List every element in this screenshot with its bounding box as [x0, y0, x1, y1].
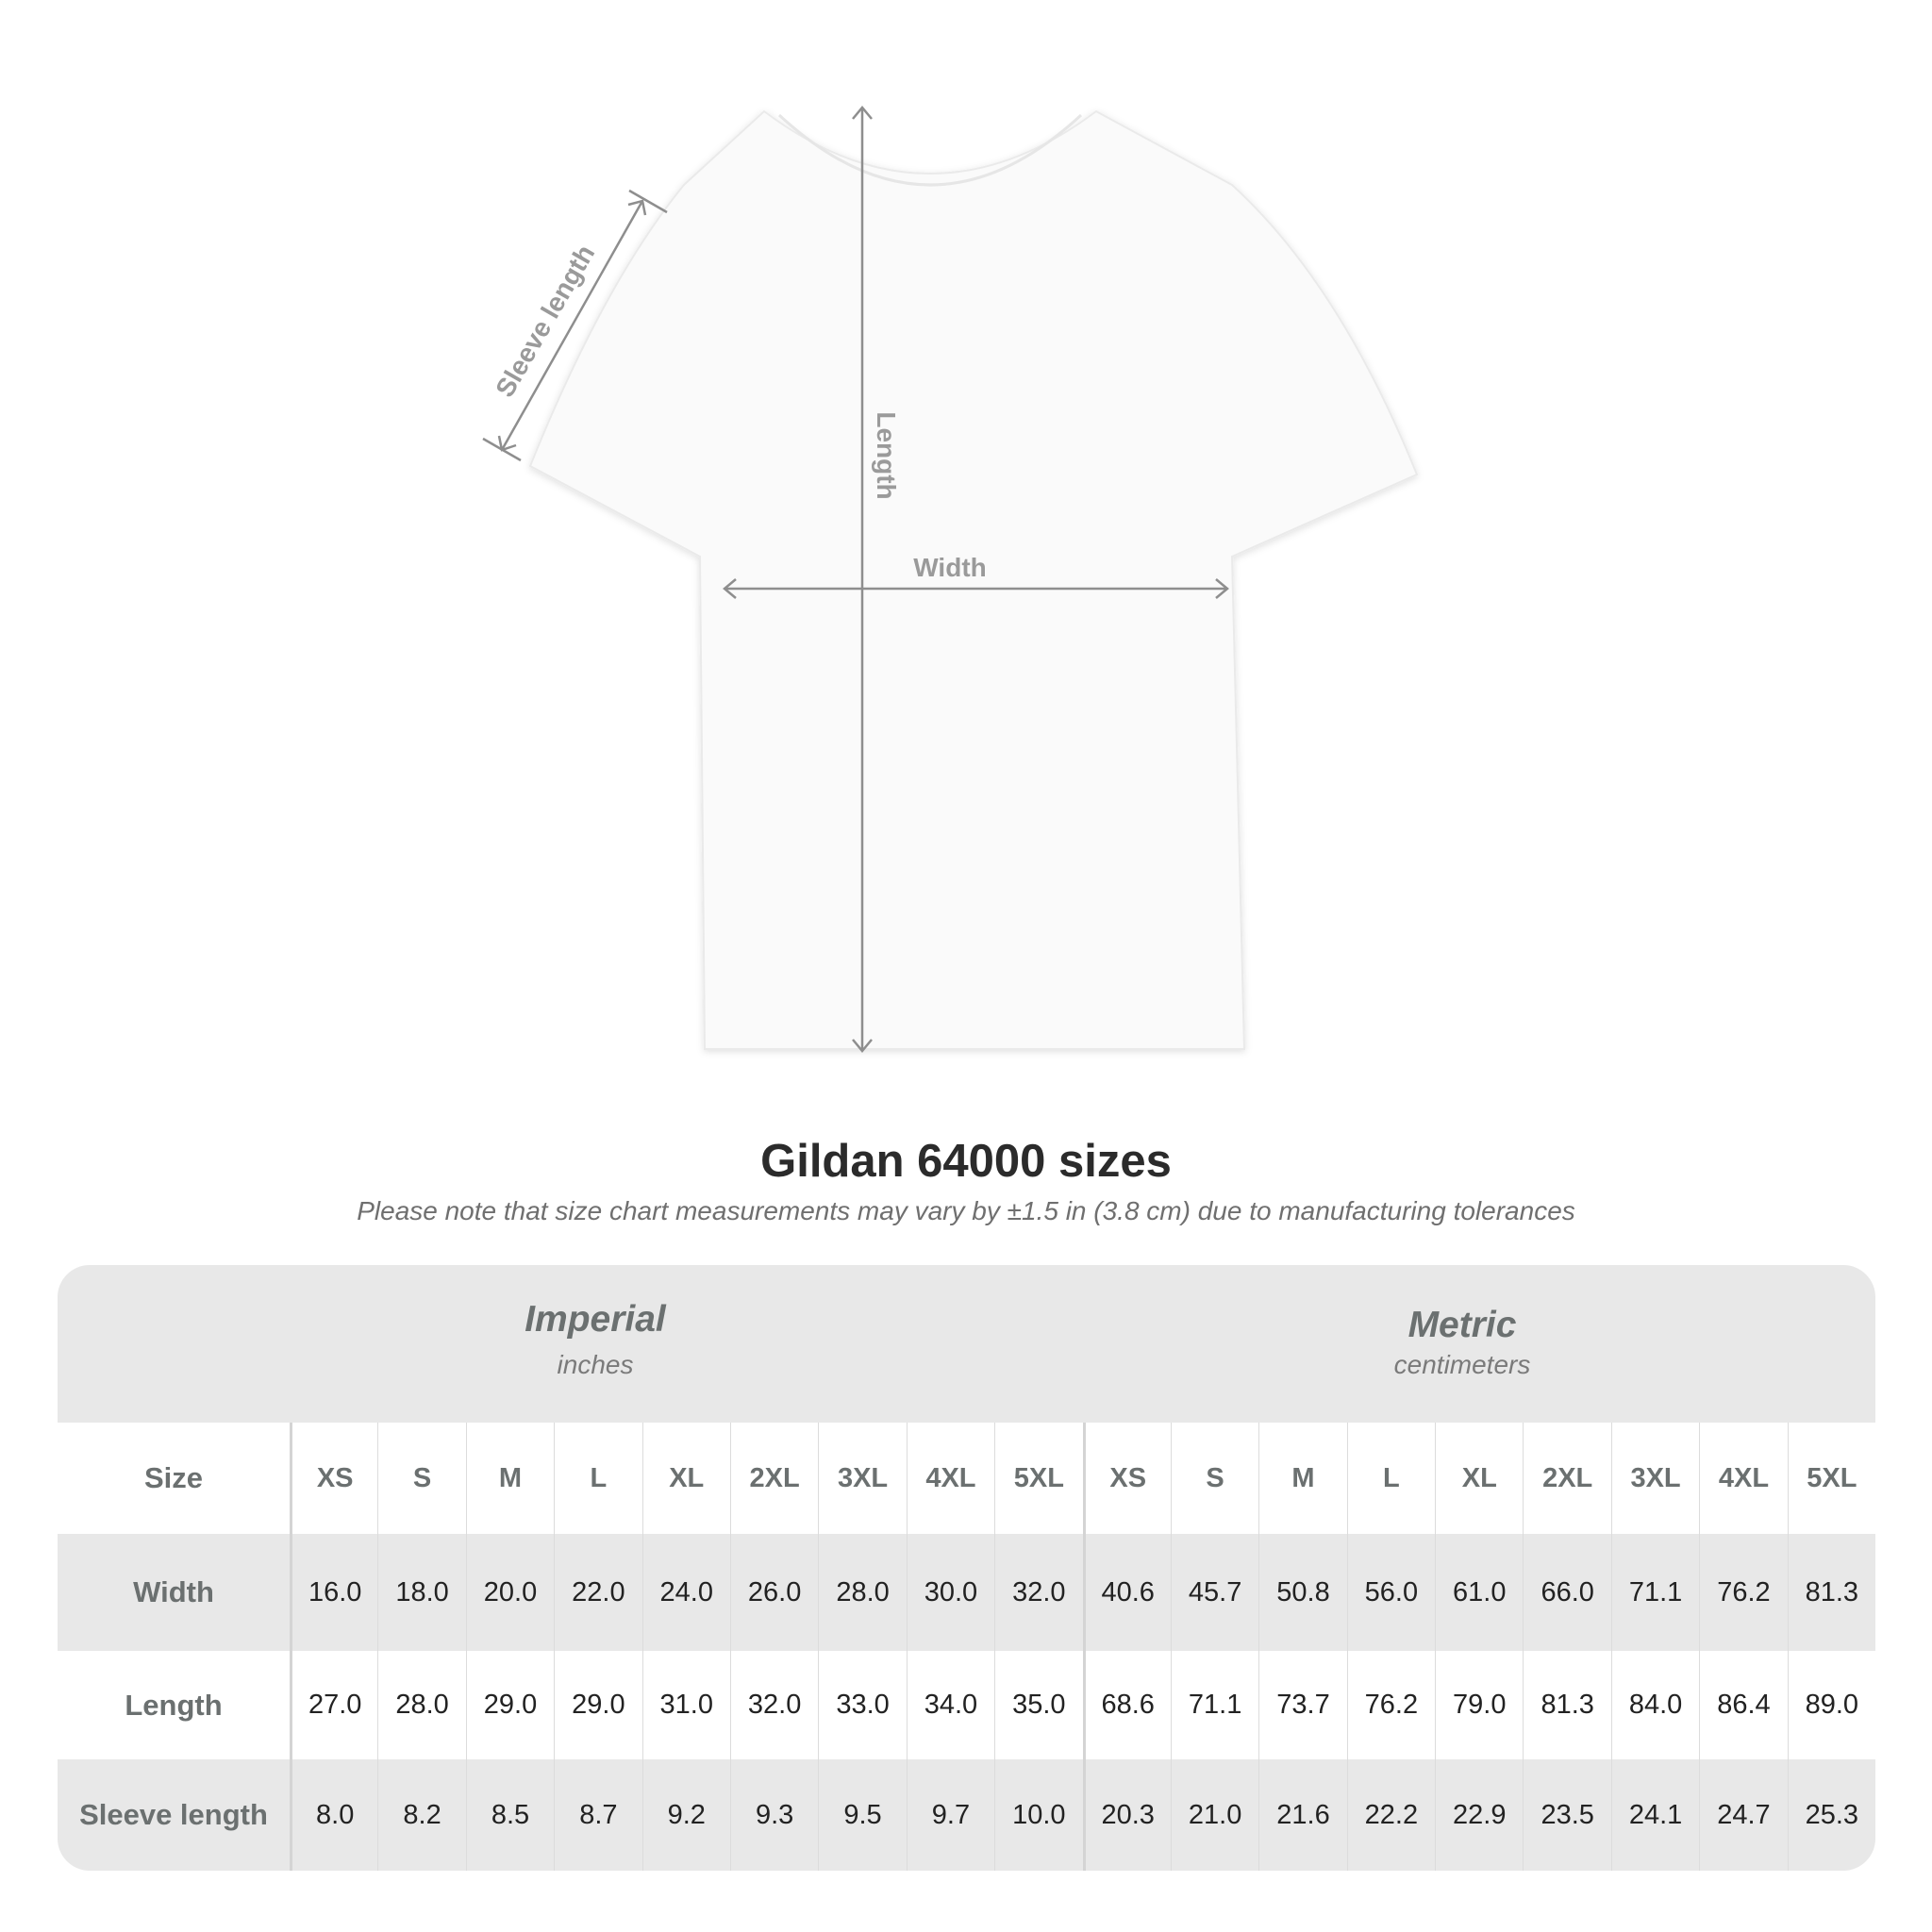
- table-cell-metric: 73.7: [1258, 1651, 1346, 1759]
- table-cell-metric: 45.7: [1170, 1534, 1258, 1651]
- table-cell-imperial: 24.0: [641, 1534, 730, 1651]
- table-cell-imperial: 9.2: [641, 1759, 730, 1871]
- table-cell-imperial: 32.0: [729, 1651, 818, 1759]
- size-header-metric: 3XL: [1610, 1423, 1699, 1534]
- table-cell-metric: 76.2: [1346, 1651, 1435, 1759]
- table-cell-metric: 61.0: [1435, 1534, 1523, 1651]
- row-label: Sleeve length: [79, 1798, 268, 1831]
- table-cell-imperial: 31.0: [641, 1651, 730, 1759]
- table-row: Length 27.0 28.0 29.0 29.0 31.0 32.0 33.0 34.0 35…: [58, 1651, 1875, 1759]
- table-cell-imperial: 33.0: [818, 1651, 906, 1759]
- size-header-imperial: 4XL: [906, 1423, 994, 1534]
- size-header-imperial: XS: [290, 1423, 377, 1534]
- metric-header: Metric centimeters: [1179, 1305, 1745, 1380]
- table-cell-imperial: 8.0: [290, 1759, 377, 1871]
- table-cell-metric: 81.3: [1787, 1534, 1875, 1651]
- table-cell-metric: 71.1: [1170, 1651, 1258, 1759]
- table-cell-imperial: 34.0: [906, 1651, 994, 1759]
- tshirt-diagram: Width Length Sleeve length: [482, 106, 1419, 1053]
- table-cell-metric: 71.1: [1610, 1534, 1699, 1651]
- table-cell-metric: 20.3: [1082, 1759, 1171, 1871]
- size-header-imperial: S: [377, 1423, 465, 1534]
- table-cell-metric: 21.6: [1258, 1759, 1346, 1871]
- row-label: Length: [125, 1688, 223, 1722]
- table-cell-imperial: 22.0: [554, 1534, 641, 1651]
- table-cell-imperial: 30.0: [906, 1534, 994, 1651]
- size-header-metric: 4XL: [1699, 1423, 1787, 1534]
- length-label: Length: [872, 411, 901, 499]
- table-cell-imperial: 35.0: [994, 1651, 1082, 1759]
- table-cell-metric: 68.6: [1082, 1651, 1171, 1759]
- size-header-row: Size XS S M L XL 2XL 3XL 4XL 5XL XS S M L XL 2XL 3XL 4XL 5…: [58, 1423, 1875, 1534]
- table-cell-metric: 86.4: [1699, 1651, 1787, 1759]
- table-cell-imperial: 9.3: [729, 1759, 818, 1871]
- table-cell-imperial: 8.7: [554, 1759, 641, 1871]
- table-cell-imperial: 18.0: [377, 1534, 465, 1651]
- table-cell-metric: 66.0: [1523, 1534, 1610, 1651]
- metric-unit: centimeters: [1393, 1350, 1531, 1379]
- table-cell-metric: 76.2: [1699, 1534, 1787, 1651]
- chart-title: Gildan 64000 sizes: [760, 1136, 1172, 1187]
- imperial-header: Imperial inches: [312, 1299, 878, 1380]
- size-header-metric: L: [1346, 1423, 1435, 1534]
- table-cell-metric: 24.1: [1610, 1759, 1699, 1871]
- table-cell-metric: 40.6: [1082, 1534, 1171, 1651]
- table-row: Width 16.0 18.0 20.0 22.0 24.0 26.0 28.0 30.0 32.…: [58, 1534, 1875, 1651]
- size-header-imperial: 5XL: [994, 1423, 1082, 1534]
- size-label: Size: [143, 1461, 204, 1494]
- table-cell-metric: 79.0: [1435, 1651, 1523, 1759]
- tshirt-shape: [528, 109, 1419, 1050]
- size-header-metric: M: [1258, 1423, 1346, 1534]
- table-cell-imperial: 29.0: [554, 1651, 641, 1759]
- width-label: Width: [913, 553, 987, 582]
- tolerance-note: Please note that size chart measurements…: [357, 1196, 1575, 1225]
- table-cell-metric: 89.0: [1787, 1651, 1875, 1759]
- table-cell-imperial: 16.0: [290, 1534, 377, 1651]
- tshirt-collar: [777, 113, 1083, 187]
- size-header-metric: XS: [1082, 1423, 1171, 1534]
- size-header-imperial: L: [554, 1423, 641, 1534]
- size-header-imperial: 2XL: [729, 1423, 818, 1534]
- table-cell-imperial: 28.0: [377, 1651, 465, 1759]
- table-cell-imperial: 20.0: [465, 1534, 554, 1651]
- size-header-metric: XL: [1435, 1423, 1523, 1534]
- row-label: Width: [133, 1575, 214, 1608]
- table-cell-imperial: 8.2: [377, 1759, 465, 1871]
- table-cell-metric: 21.0: [1170, 1759, 1258, 1871]
- imperial-unit: inches: [557, 1350, 634, 1379]
- table-cell-imperial: 28.0: [818, 1534, 906, 1651]
- size-header-metric: S: [1170, 1423, 1258, 1534]
- table-cell-metric: 22.9: [1435, 1759, 1523, 1871]
- table-cell-metric: 50.8: [1258, 1534, 1346, 1651]
- table-cell-metric: 22.2: [1346, 1759, 1435, 1871]
- table-cell-imperial: 10.0: [994, 1759, 1082, 1871]
- table-cell-metric: 24.7: [1699, 1759, 1787, 1871]
- table-cell-imperial: 9.5: [818, 1759, 906, 1871]
- size-header-imperial: 3XL: [818, 1423, 906, 1534]
- sleeve-length-arrow: [500, 200, 644, 451]
- table-cell-metric: 84.0: [1610, 1651, 1699, 1759]
- size-header-metric: 2XL: [1523, 1423, 1610, 1534]
- imperial-title: Imperial: [525, 1299, 666, 1340]
- size-header-imperial: M: [465, 1423, 554, 1534]
- table-cell-metric: 81.3: [1523, 1651, 1610, 1759]
- size-header-imperial: XL: [641, 1423, 730, 1534]
- table-cell-metric: 23.5: [1523, 1759, 1610, 1871]
- table-cell-imperial: 29.0: [465, 1651, 554, 1759]
- size-header-metric: 5XL: [1787, 1423, 1875, 1534]
- table-cell-imperial: 26.0: [729, 1534, 818, 1651]
- table-cell-imperial: 8.5: [465, 1759, 554, 1871]
- table-cell-imperial: 27.0: [290, 1651, 377, 1759]
- table-cell-metric: 56.0: [1346, 1534, 1435, 1651]
- table-cell-imperial: 9.7: [906, 1759, 994, 1871]
- table-cell-metric: 25.3: [1787, 1759, 1875, 1871]
- table-cell-imperial: 32.0: [994, 1534, 1082, 1651]
- metric-title: Metric: [1407, 1305, 1517, 1345]
- size-table: Imperial inches Metric centimeters Size X…: [58, 1265, 1875, 1871]
- table-row: Sleeve length 8.0 8.2 8.5 8.7 9.2 9.3 9.5 9.7 10.…: [58, 1759, 1875, 1871]
